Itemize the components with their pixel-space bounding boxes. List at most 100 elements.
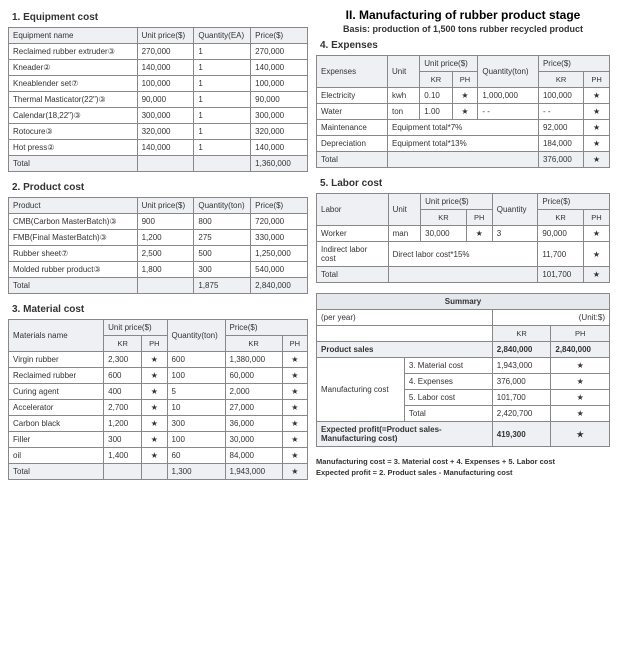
footnote-2: Expected profit = 2. Product sales - Man…: [316, 468, 610, 477]
table-cell: 1: [194, 140, 251, 156]
table-cell: 2,000: [225, 384, 282, 400]
material-cost-table: Materials name Unit price($) Quantity(to…: [8, 319, 308, 480]
table-cell: Equipment total*7%: [388, 120, 539, 136]
table-cell: Water: [317, 104, 388, 120]
table-cell: - -: [478, 104, 539, 120]
table-cell: Hot press②: [9, 140, 138, 156]
table-cell: Calendar(18,22")③: [9, 108, 138, 124]
table-cell: 270,000: [251, 44, 308, 60]
section3-title: 3. Material cost: [12, 304, 308, 315]
table-cell: 30,000: [421, 226, 467, 242]
table-cell: Indirect labor cost: [317, 242, 389, 267]
table-cell: Worker: [317, 226, 389, 242]
table-cell: 36,000: [225, 416, 282, 432]
table-cell: 1,200: [104, 416, 142, 432]
section5-title: 5. Labor cost: [320, 178, 610, 189]
table-cell: Curing agent: [9, 384, 104, 400]
table-cell: Maintenance: [317, 120, 388, 136]
table-cell: Kneader②: [9, 60, 138, 76]
table-cell: 100,000: [251, 76, 308, 92]
table-cell: 1.00: [420, 104, 452, 120]
table-cell: 300: [104, 432, 142, 448]
table-cell: 90,000: [251, 92, 308, 108]
product-cost-table: Product Unit price($) Quantity(ton) Pric…: [8, 197, 308, 294]
table-cell: 800: [194, 214, 251, 230]
table-cell: 400: [104, 384, 142, 400]
table-cell: 900: [137, 214, 194, 230]
table-cell: 100,000: [538, 88, 583, 104]
table-cell: ★: [583, 226, 609, 242]
table-cell: ★: [142, 448, 167, 464]
table-cell: 1: [194, 76, 251, 92]
table-cell: Rotocure③: [9, 124, 138, 140]
main-title: II. Manufacturing of rubber product stag…: [316, 8, 610, 22]
table-cell: 84,000: [225, 448, 282, 464]
table-cell: 5: [167, 384, 225, 400]
table-cell: 1,200: [137, 230, 194, 246]
total-label: Total: [9, 156, 138, 172]
table-cell: ton: [388, 104, 420, 120]
table-cell: Depreciation: [317, 136, 388, 152]
table-cell: ★: [282, 368, 307, 384]
table-cell: Rubber sheet⑦: [9, 246, 138, 262]
table-cell: ★: [142, 384, 167, 400]
table-cell: 1,000,000: [478, 88, 539, 104]
table-cell: ★: [282, 416, 307, 432]
table-cell: ★: [142, 368, 167, 384]
table-cell: 1,400: [104, 448, 142, 464]
table-cell: 1: [194, 60, 251, 76]
table-cell: ★: [452, 104, 478, 120]
table-cell: FMB(Final MasterBatch)③: [9, 230, 138, 246]
table-cell: 140,000: [251, 140, 308, 156]
table-cell: 2,500: [137, 246, 194, 262]
table-cell: 10: [167, 400, 225, 416]
table-cell: 320,000: [137, 124, 194, 140]
table-cell: CMB(Carbon MasterBatch)③: [9, 214, 138, 230]
table-cell: 27,000: [225, 400, 282, 416]
table-cell: ★: [282, 432, 307, 448]
equipment-cost-table: Equipment name Unit price($) Quantity(EA…: [8, 27, 308, 172]
summary-table: Summary (per year) (Unit:$) KR PH Produc…: [316, 293, 610, 447]
expected-profit-label: Expected profit(=Product sales-Manufactu…: [317, 422, 493, 447]
table-cell: 140,000: [251, 60, 308, 76]
table-cell: oil: [9, 448, 104, 464]
table-cell: Electricity: [317, 88, 388, 104]
table-cell: Molded rubber product③: [9, 262, 138, 278]
table-cell: Virgin rubber: [9, 352, 104, 368]
table-cell: 1,250,000: [251, 246, 308, 262]
table-cell: Filler: [9, 432, 104, 448]
table-cell: Reclaimed rubber extruder③: [9, 44, 138, 60]
table-cell: ★: [584, 120, 610, 136]
table-cell: 184,000: [538, 136, 583, 152]
col-qty: Quantity(EA): [194, 28, 251, 44]
table-cell: Reclaimed rubber: [9, 368, 104, 384]
col-unit-price: Unit price($): [137, 28, 194, 44]
table-cell: 270,000: [137, 44, 194, 60]
total-value: 1,360,000: [251, 156, 308, 172]
table-cell: 90,000: [137, 92, 194, 108]
table-cell: 3: [492, 226, 538, 242]
table-cell: - -: [538, 104, 583, 120]
table-cell: 140,000: [137, 140, 194, 156]
table-cell: 600: [167, 352, 225, 368]
table-cell: 100: [167, 432, 225, 448]
product-sales-label: Product sales: [317, 342, 493, 358]
table-cell: 275: [194, 230, 251, 246]
table-cell: 300,000: [251, 108, 308, 124]
table-cell: ★: [282, 384, 307, 400]
table-cell: ★: [142, 400, 167, 416]
table-cell: Kneablender set⑦: [9, 76, 138, 92]
table-cell: 1: [194, 108, 251, 124]
table-cell: 330,000: [251, 230, 308, 246]
table-cell: Accelerator: [9, 400, 104, 416]
table-cell: 1,800: [137, 262, 194, 278]
col-equipment-name: Equipment name: [9, 28, 138, 44]
table-cell: 60: [167, 448, 225, 464]
table-cell: ★: [142, 432, 167, 448]
footnote-1: Manufacturing cost = 3. Material cost + …: [316, 457, 610, 466]
section1-title: 1. Equipment cost: [12, 12, 308, 23]
table-cell: 1: [194, 124, 251, 140]
table-cell: 600: [104, 368, 142, 384]
table-cell: 2,300: [104, 352, 142, 368]
table-cell: ★: [142, 416, 167, 432]
